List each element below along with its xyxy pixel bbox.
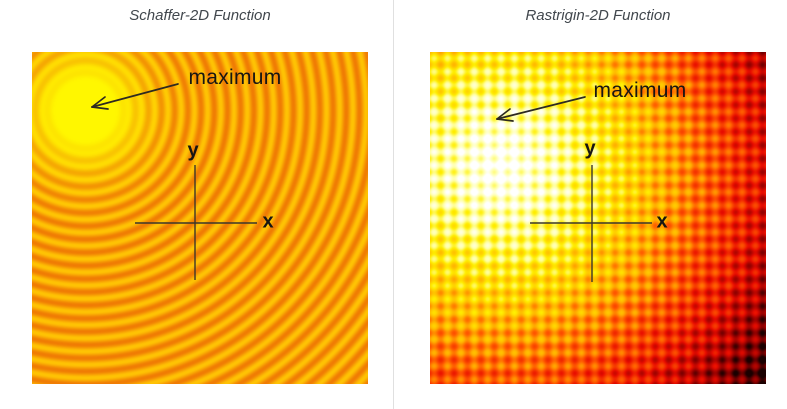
schaffer-heatmap-canvas xyxy=(32,52,368,384)
rastrigin-plot: maximum x y xyxy=(430,52,766,384)
right-panel-title: Rastrigin-2D Function xyxy=(525,7,671,24)
x-axis-label: x xyxy=(656,210,668,233)
panel-divider xyxy=(393,0,394,409)
left-panel-title: Schaffer-2D Function xyxy=(129,7,271,24)
schaffer-plot: maximum x y xyxy=(32,52,368,384)
x-axis-label: x xyxy=(262,210,274,233)
rastrigin-heatmap-canvas xyxy=(430,52,766,384)
y-axis-label: y xyxy=(187,139,199,162)
maximum-label: maximum xyxy=(188,66,282,89)
y-axis-label: y xyxy=(584,137,596,160)
maximum-label: maximum xyxy=(593,79,687,102)
